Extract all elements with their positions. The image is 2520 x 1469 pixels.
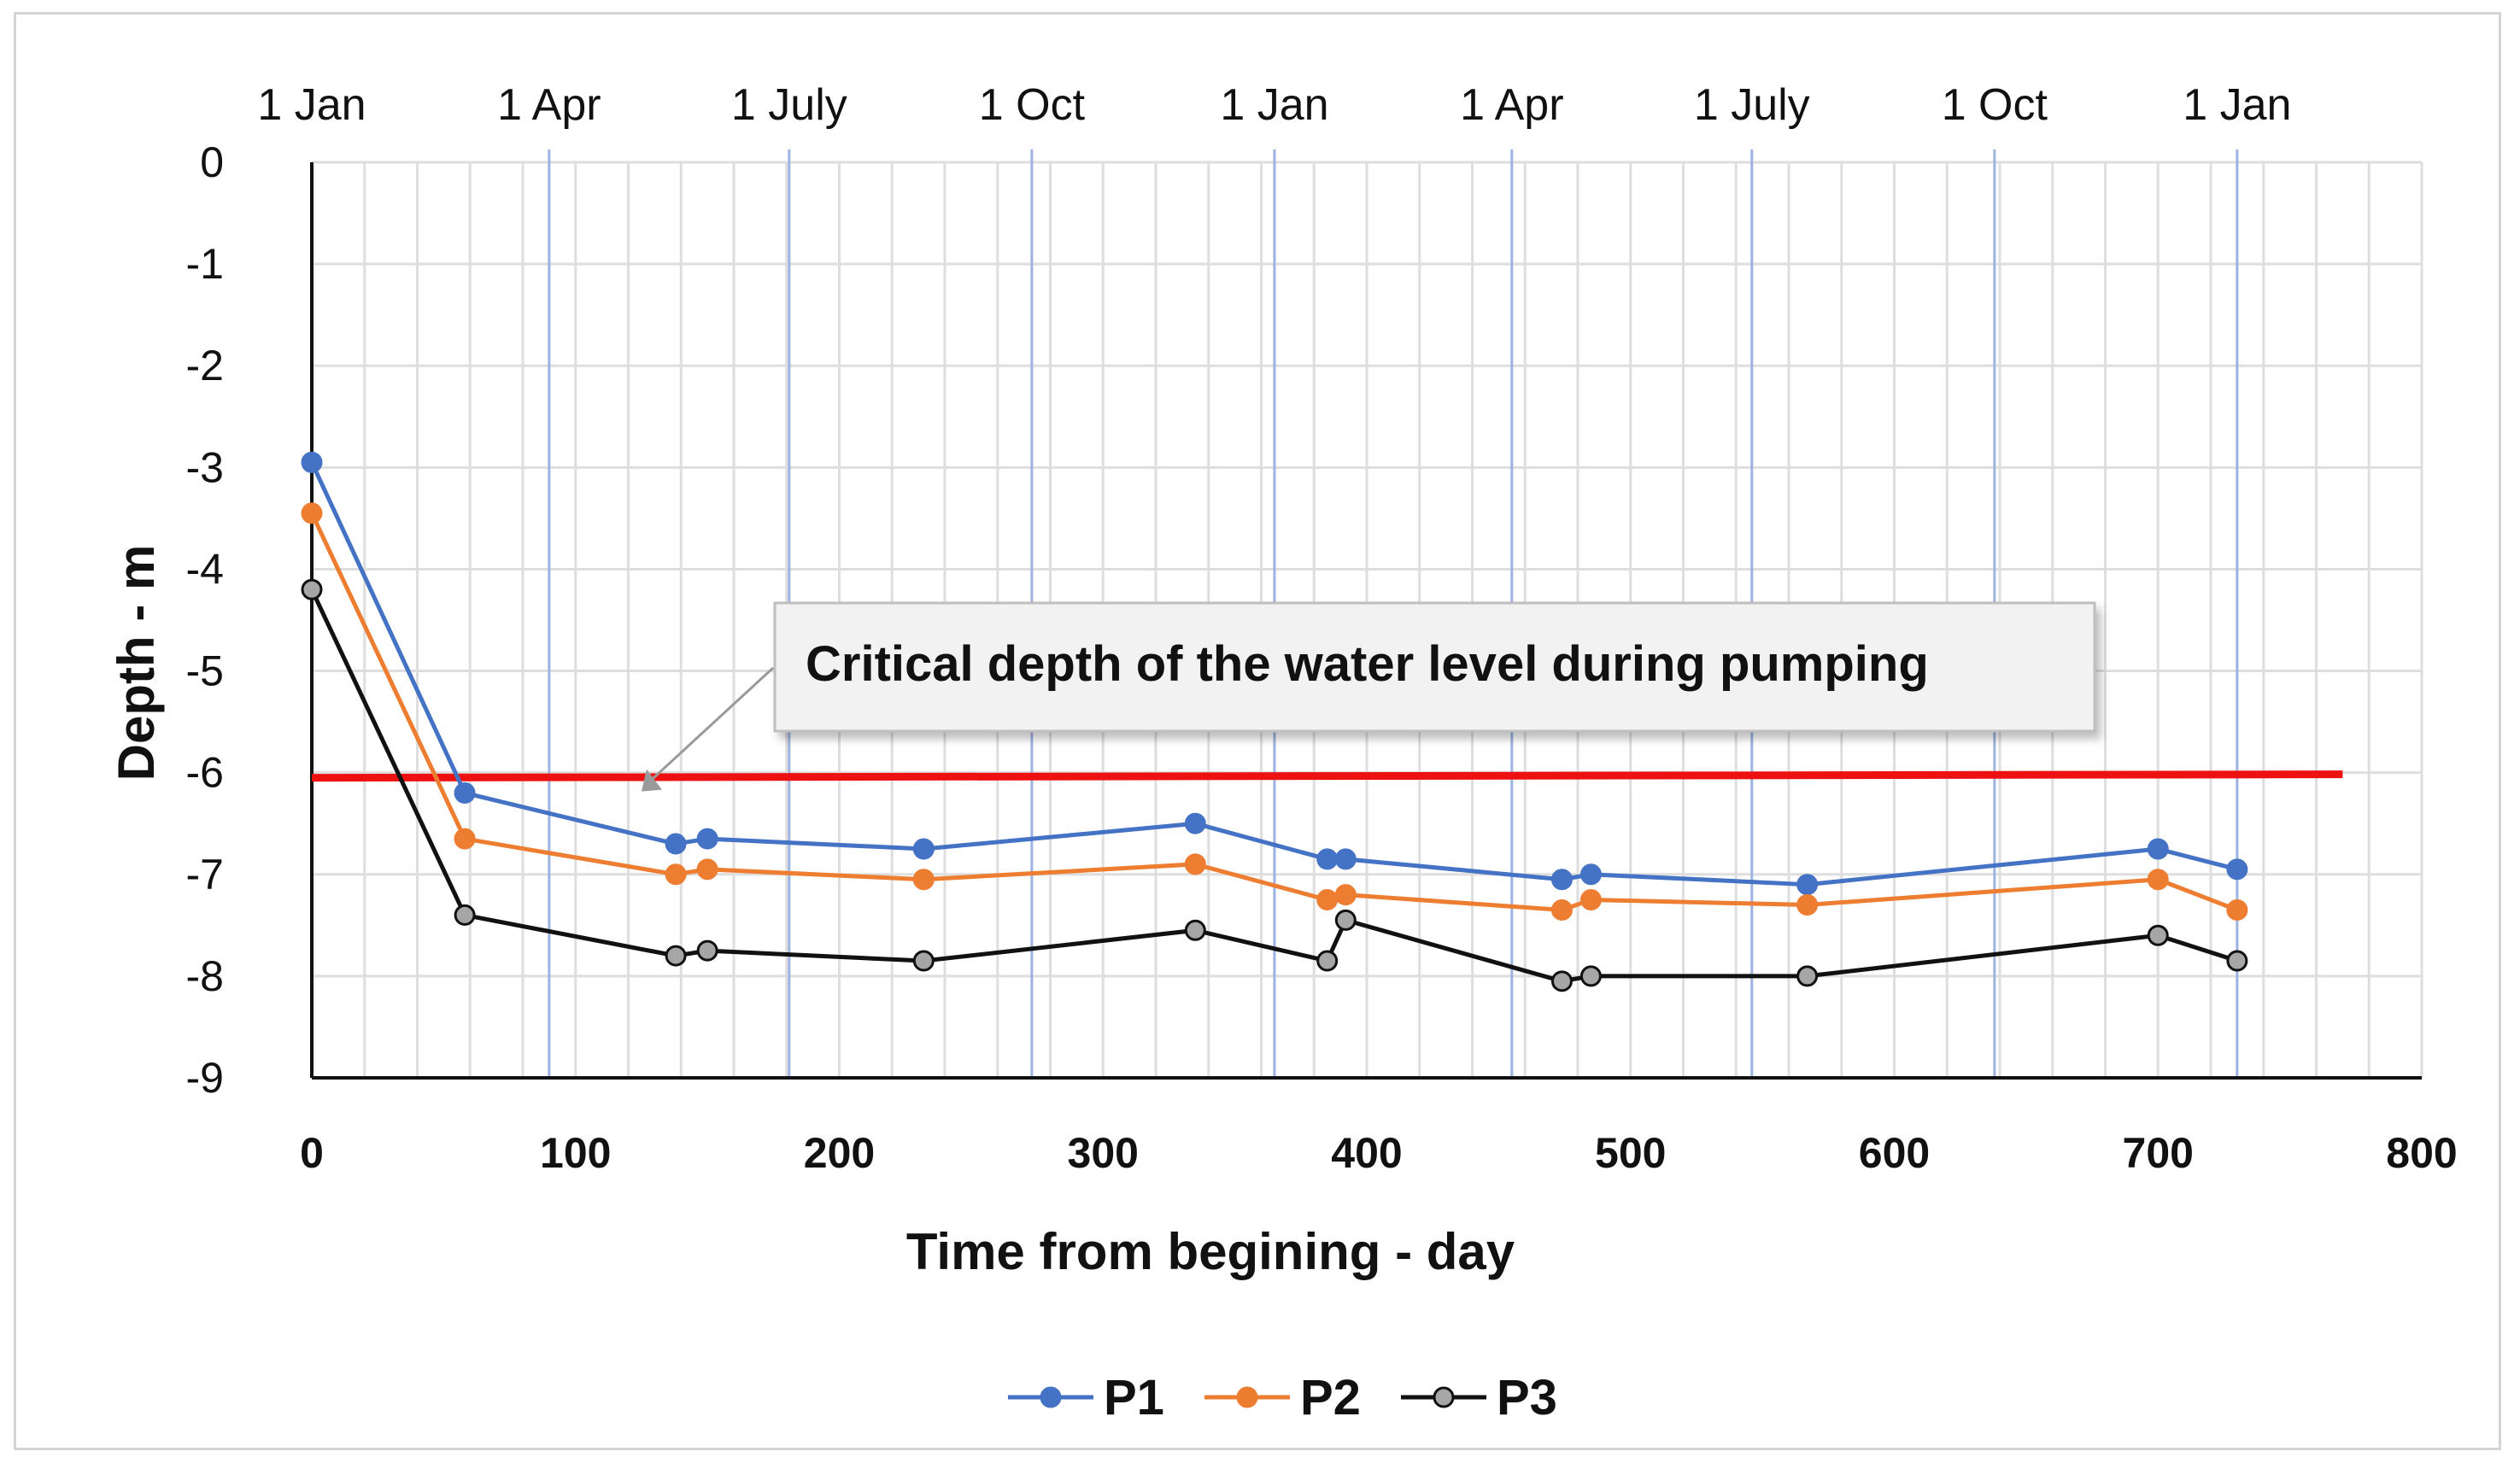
data-point-p1 bbox=[2226, 858, 2248, 881]
data-point-p3 bbox=[1184, 919, 1206, 941]
data-point-p2 bbox=[912, 869, 935, 891]
data-point-p2 bbox=[1334, 884, 1357, 906]
annotation-text: Critical depth of the water level during… bbox=[806, 636, 1929, 692]
data-point-p2 bbox=[1316, 889, 1339, 911]
data-point-p1 bbox=[1184, 812, 1206, 834]
date-marker-label: 1 Apr bbox=[497, 80, 601, 130]
data-point-p3 bbox=[1316, 950, 1339, 972]
data-point-p2 bbox=[1184, 853, 1206, 875]
data-point-p2 bbox=[1550, 898, 1573, 921]
legend-marker-p3 bbox=[1433, 1386, 1455, 1408]
y-tick-label: -9 bbox=[186, 1054, 224, 1102]
data-point-p3 bbox=[1796, 965, 1819, 987]
data-point-p1 bbox=[1334, 848, 1357, 870]
date-marker-label: 1 Jan bbox=[1220, 80, 1328, 130]
x-tick-label: 400 bbox=[1331, 1129, 1402, 1177]
data-point-p2 bbox=[2147, 869, 2169, 891]
data-point-p1 bbox=[912, 838, 935, 860]
data-point-p1 bbox=[2147, 838, 2169, 860]
x-tick-label: 0 bbox=[300, 1129, 324, 1177]
y-tick-label: -5 bbox=[186, 647, 224, 695]
annotation-group: Critical depth of the water level during… bbox=[641, 601, 2096, 792]
date-marker-label: 1 Apr bbox=[1460, 80, 1563, 130]
legend-label-p3: P3 bbox=[1497, 1370, 1557, 1425]
x-tick-label: 500 bbox=[1595, 1129, 1666, 1177]
y-tick-label: -3 bbox=[186, 443, 224, 491]
data-point-p3 bbox=[912, 950, 935, 972]
data-point-p3 bbox=[454, 904, 476, 926]
data-point-p2 bbox=[1579, 889, 1602, 911]
date-marker-label: 1 July bbox=[1694, 80, 1810, 130]
data-point-p3 bbox=[1334, 909, 1357, 931]
data-point-p1 bbox=[1316, 848, 1339, 870]
data-point-p2 bbox=[2226, 898, 2248, 921]
y-tick-label: 0 bbox=[200, 138, 224, 186]
data-point-p3 bbox=[301, 578, 323, 600]
y-tick-label: -1 bbox=[186, 240, 224, 288]
x-tick-label: 200 bbox=[804, 1129, 875, 1177]
date-marker-label: 1 Oct bbox=[979, 80, 1086, 130]
data-point-p1 bbox=[1550, 869, 1573, 891]
annotation-arrow-line bbox=[648, 666, 775, 782]
data-point-p1 bbox=[454, 781, 476, 804]
x-axis-title: Time from begining - day bbox=[906, 1223, 1515, 1280]
x-tick-label: 300 bbox=[1068, 1129, 1139, 1177]
date-marker-label: 1 July bbox=[731, 80, 847, 130]
legend-marker-p1 bbox=[1040, 1386, 1062, 1408]
data-point-p1 bbox=[1579, 863, 1602, 886]
series-group bbox=[301, 451, 2248, 992]
data-point-p2 bbox=[665, 863, 687, 886]
legend: P1 P2 P3 bbox=[1008, 1370, 1557, 1425]
data-point-p2 bbox=[1796, 894, 1819, 916]
y-tick-label: -6 bbox=[186, 749, 224, 797]
date-marker-label: 1 Jan bbox=[2183, 80, 2291, 130]
y-tick-label: -8 bbox=[186, 952, 224, 1000]
axes: 0 -1 -2 -3 -4 -5 -6 -7 -8 -9 0 100 200 300 400 500 600 70… bbox=[186, 138, 2458, 1177]
data-point-p3 bbox=[1579, 965, 1602, 987]
x-tick-label: 700 bbox=[2123, 1129, 2194, 1177]
annotation-arrow-head bbox=[641, 769, 662, 792]
data-point-p1 bbox=[665, 833, 687, 855]
data-point-p1 bbox=[696, 828, 718, 850]
critical-depth-line bbox=[311, 770, 2343, 782]
y-tick-label: -7 bbox=[186, 851, 224, 898]
legend-marker-p2 bbox=[1236, 1386, 1258, 1408]
date-markers: 1 Jan 1 Apr 1 July 1 Oct 1 Jan 1 Apr 1 July 1 O… bbox=[257, 80, 2291, 1078]
date-marker-label: 1 Oct bbox=[1942, 80, 2048, 130]
data-point-p3 bbox=[665, 945, 687, 967]
data-point-p3 bbox=[2226, 950, 2248, 972]
date-marker-label: 1 Jan bbox=[257, 80, 366, 130]
data-point-p1 bbox=[301, 451, 323, 473]
data-point-p3 bbox=[2147, 924, 2169, 946]
data-point-p2 bbox=[696, 858, 718, 881]
reference-line-group bbox=[311, 770, 2343, 782]
data-point-p3 bbox=[696, 939, 718, 962]
data-point-p1 bbox=[1796, 874, 1819, 896]
y-tick-label: -2 bbox=[186, 342, 224, 389]
y-axis-title: Depth - m bbox=[108, 545, 165, 781]
data-point-p3 bbox=[1550, 970, 1573, 992]
x-tick-label: 600 bbox=[1859, 1129, 1930, 1177]
legend-label-p1: P1 bbox=[1104, 1370, 1164, 1425]
x-tick-label: 800 bbox=[2386, 1129, 2457, 1177]
y-tick-label: -4 bbox=[186, 545, 224, 593]
x-tick-label: 100 bbox=[540, 1129, 611, 1177]
data-point-p2 bbox=[301, 502, 323, 524]
annotation-box bbox=[773, 601, 2096, 733]
data-point-p2 bbox=[454, 828, 476, 850]
legend-label-p2: P2 bbox=[1300, 1370, 1361, 1425]
